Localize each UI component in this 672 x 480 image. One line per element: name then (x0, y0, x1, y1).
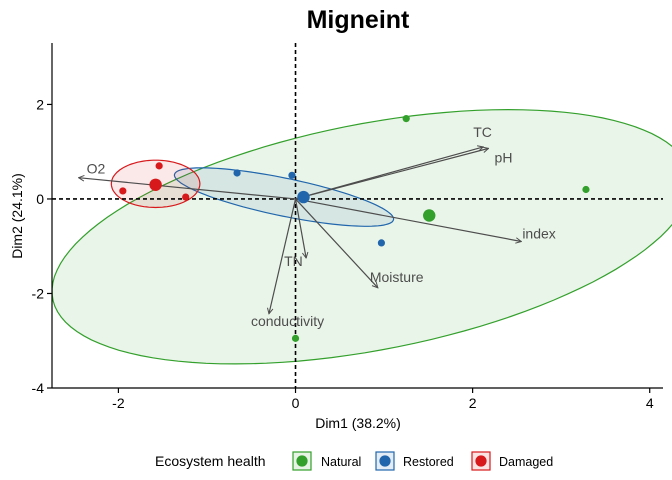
arrow-conductivity (269, 198, 297, 314)
x-tick-label: 0 (292, 395, 300, 411)
legend-key-dot-damaged (475, 455, 487, 467)
ellipse-restored (173, 167, 395, 227)
variable-label-o2: O2 (87, 161, 106, 177)
point-restored (288, 171, 296, 179)
legend-key-dot-restored (379, 455, 391, 467)
y-tick-label: 2 (36, 96, 44, 112)
centroid-restored (297, 190, 310, 204)
centroid-natural (423, 209, 436, 222)
reference-lines (52, 43, 663, 388)
x-axis-title: Dim1 (38.2%) (315, 415, 401, 431)
x-tick-label: 4 (646, 395, 654, 411)
point-damaged (119, 187, 127, 195)
point-natural (582, 185, 590, 194)
point-restored (377, 239, 386, 247)
y-tick-label: -2 (32, 285, 45, 301)
axes: -2 0 2 4 -4 -2 0 2 (32, 43, 663, 411)
arrow-ph (295, 148, 489, 200)
y-tick-label: 0 (36, 191, 44, 207)
legend-label-damaged: Damaged (499, 455, 553, 469)
point-natural (402, 115, 410, 123)
ellipse-natural (51, 108, 672, 365)
centroid-damaged (149, 178, 162, 191)
variable-label-conductivity: conductivity (251, 313, 324, 329)
variable-label-ph: pH (495, 149, 513, 165)
arrow-tn (294, 198, 307, 258)
legend-title: Ecosystem health (155, 453, 266, 469)
legend-label-natural: Natural (321, 455, 361, 469)
arrow-moisture (295, 198, 378, 288)
confidence-ellipses (51, 108, 672, 365)
legend-label-restored: Restored (403, 455, 454, 469)
legend-key-dot-natural (296, 455, 308, 467)
point-damaged (182, 193, 190, 201)
point-restored (233, 169, 241, 177)
variable-label-tc: TC (473, 124, 492, 140)
x-tick-label: -2 (112, 395, 125, 411)
point-damaged (155, 162, 163, 170)
y-tick-label: -4 (32, 380, 45, 396)
individual-points (119, 115, 590, 342)
variable-label-moisture: Moisture (370, 269, 424, 285)
arrow-o2 (79, 178, 296, 200)
variable-label-tn: TN (284, 253, 303, 269)
y-axis-title: Dim2 (24.1%) (9, 173, 25, 259)
chart-title: Migneint (307, 6, 410, 34)
x-tick-label: 2 (469, 395, 477, 411)
legend: Ecosystem health Natural Restored Damaged (155, 451, 553, 471)
variable-label-index: index (522, 225, 555, 241)
point-natural (291, 334, 300, 342)
arrow-index (295, 198, 522, 242)
